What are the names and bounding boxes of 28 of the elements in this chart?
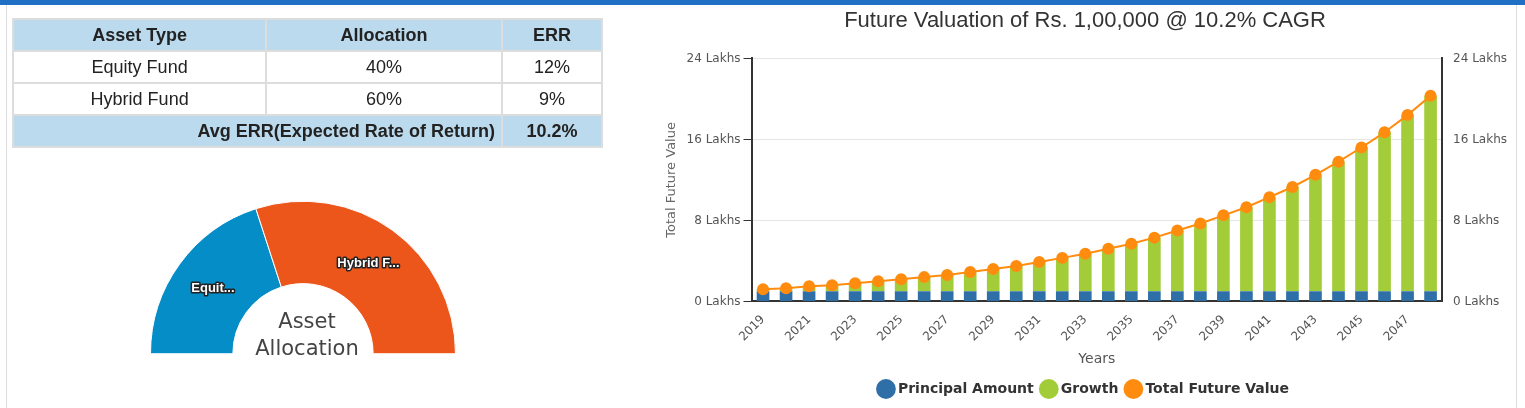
text: Hybrid Fund — [13, 83, 267, 115]
y2-tick-label: 24 Lakhs — [1453, 50, 1508, 65]
y-axis-title: Total Future Value — [663, 122, 679, 239]
y-tick-label: 16 Lakhs — [686, 131, 741, 146]
y-tick-label: 8 Lakhs — [694, 212, 741, 227]
chart-title: Future Valuation of Rs. 1,00,000 @ 10.2% CAGR — [844, 7, 1326, 33]
text: ERR — [501, 19, 602, 51]
y-tick-label: 24 Lakhs — [686, 50, 741, 65]
y2-tick-label: 16 Lakhs — [1453, 131, 1508, 146]
y2-tick-label: 0 Lakhs — [1453, 293, 1500, 308]
text: 12% — [501, 51, 602, 83]
text: 40% — [266, 51, 502, 83]
text: 10.2% — [501, 115, 602, 147]
y-tick-label: 0 Lakhs — [694, 293, 741, 308]
legend-label: Total Future Value — [1145, 379, 1290, 396]
slice-label: Hybrid F... — [337, 255, 400, 271]
text: 9% — [501, 83, 602, 115]
slice-label: Equit... — [191, 279, 235, 295]
text: Equity Fund — [13, 51, 267, 83]
legend-label: Principal Amount — [897, 379, 1035, 396]
legend-label: Growth — [1060, 379, 1119, 396]
text: Allocation — [266, 19, 502, 51]
x-axis-title: Years — [1077, 350, 1116, 367]
y2-tick-label: 8 Lakhs — [1453, 212, 1500, 227]
text: Asset Allocation — [254, 308, 360, 362]
text: Asset Type — [13, 19, 267, 51]
text: Avg ERR(Expected Rate of Return) — [13, 115, 502, 147]
text: 60% — [266, 83, 502, 115]
